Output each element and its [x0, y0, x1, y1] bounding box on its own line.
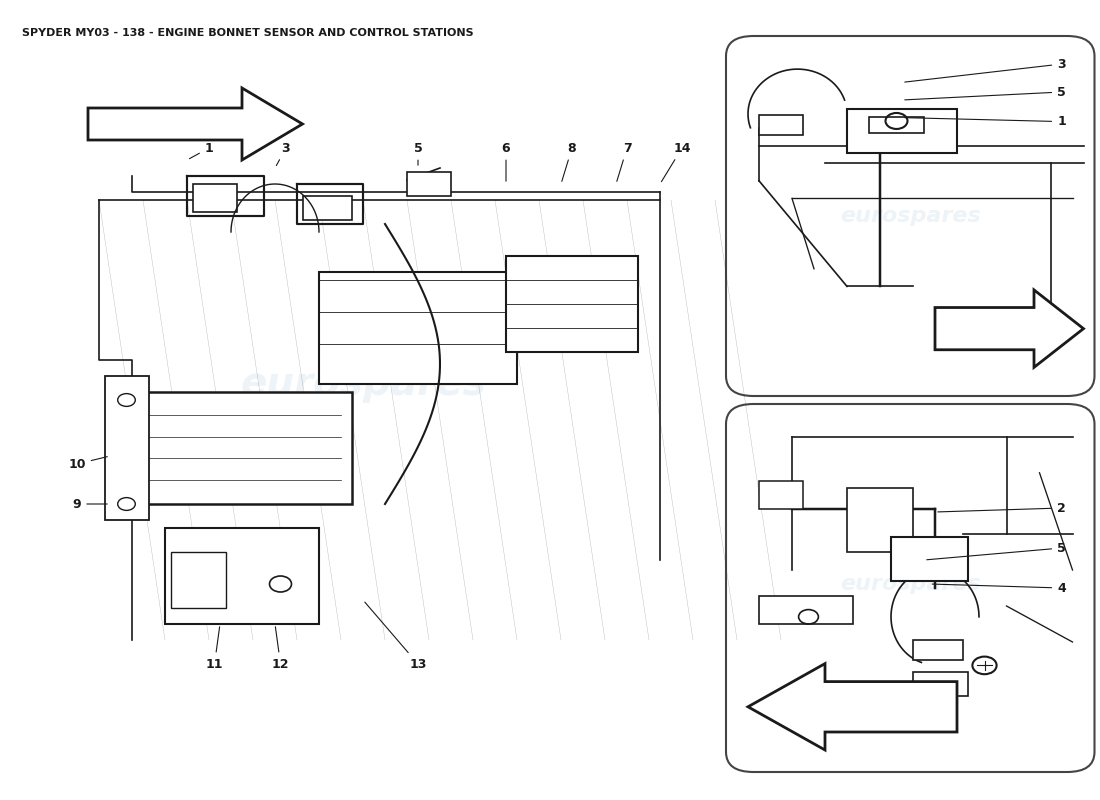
Text: 1: 1 [905, 115, 1066, 128]
Bar [319, 272, 517, 384]
Text: 8: 8 [562, 142, 576, 182]
Bar [891, 537, 968, 581]
Bar [847, 488, 913, 552]
Bar [759, 596, 852, 624]
Bar [759, 115, 803, 135]
Text: 3: 3 [276, 142, 290, 166]
Text: 6: 6 [502, 142, 510, 182]
Bar [302, 196, 352, 220]
Bar [132, 392, 352, 504]
Bar [913, 672, 968, 696]
Polygon shape [748, 664, 957, 750]
Text: 14: 14 [661, 142, 691, 182]
Text: 5: 5 [414, 142, 422, 166]
Text: 5: 5 [927, 542, 1066, 560]
FancyBboxPatch shape [726, 36, 1094, 396]
Bar [759, 481, 803, 509]
Bar [847, 109, 957, 153]
Bar [506, 256, 638, 352]
Text: SPYDER MY03 - 138 - ENGINE BONNET SENSOR AND CONTROL STATIONS: SPYDER MY03 - 138 - ENGINE BONNET SENSOR… [22, 28, 474, 38]
Text: eurospares: eurospares [840, 574, 981, 594]
Polygon shape [935, 290, 1084, 367]
FancyBboxPatch shape [22, 36, 704, 768]
Text: eurospares: eurospares [840, 206, 981, 226]
Text: 4: 4 [933, 582, 1066, 594]
Polygon shape [88, 88, 302, 160]
Text: 12: 12 [272, 626, 289, 670]
Text: eurospares: eurospares [240, 365, 486, 403]
Bar [192, 184, 236, 212]
Text: 9: 9 [73, 498, 107, 510]
Text: 1: 1 [189, 142, 213, 158]
Text: 10: 10 [68, 457, 108, 470]
Text: 3: 3 [905, 58, 1066, 82]
Text: 13: 13 [365, 602, 427, 670]
Bar [104, 376, 148, 520]
Text: 5: 5 [905, 86, 1066, 100]
Text: 2: 2 [938, 502, 1066, 514]
Bar [869, 118, 924, 134]
Bar [913, 640, 962, 660]
Bar [170, 552, 226, 608]
Bar [407, 172, 451, 196]
Text: 11: 11 [206, 626, 223, 670]
Text: 7: 7 [617, 142, 631, 182]
FancyBboxPatch shape [726, 404, 1094, 772]
Bar [165, 528, 319, 624]
